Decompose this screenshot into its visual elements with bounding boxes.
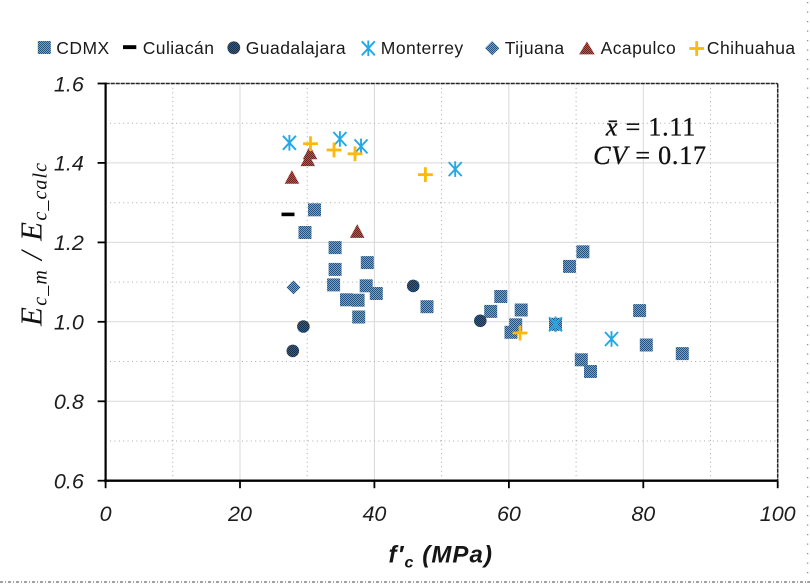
svg-text:60: 60 <box>497 502 521 526</box>
svg-text:1.6: 1.6 <box>54 72 84 96</box>
svg-text:Ec_m / Ec_calc: Ec_m / Ec_calc <box>14 162 52 327</box>
svg-text:0.6: 0.6 <box>54 470 84 494</box>
svg-text:40: 40 <box>362 502 386 526</box>
svg-text:x̄ = 1.11: x̄ = 1.11 <box>605 113 696 142</box>
svg-text:Guadalajara: Guadalajara <box>246 38 346 58</box>
svg-text:80: 80 <box>631 502 655 526</box>
svg-text:f′c (MPa): f′c (MPa) <box>389 542 494 572</box>
svg-text:100: 100 <box>760 502 796 526</box>
svg-text:CV = 0.17: CV = 0.17 <box>593 141 707 170</box>
svg-text:Tijuana: Tijuana <box>505 38 565 58</box>
svg-text:CDMX: CDMX <box>56 38 109 58</box>
svg-text:0.8: 0.8 <box>54 390 84 414</box>
svg-text:Chihuahua: Chihuahua <box>707 38 796 58</box>
svg-text:20: 20 <box>227 502 252 526</box>
svg-text:1.0: 1.0 <box>54 311 84 335</box>
svg-text:Acapulco: Acapulco <box>601 38 677 58</box>
svg-text:Culiacán: Culiacán <box>143 38 215 58</box>
svg-text:0: 0 <box>100 502 112 526</box>
svg-text:Monterrey: Monterrey <box>381 38 464 58</box>
svg-text:1.2: 1.2 <box>54 231 84 255</box>
svg-text:1.4: 1.4 <box>54 152 84 176</box>
